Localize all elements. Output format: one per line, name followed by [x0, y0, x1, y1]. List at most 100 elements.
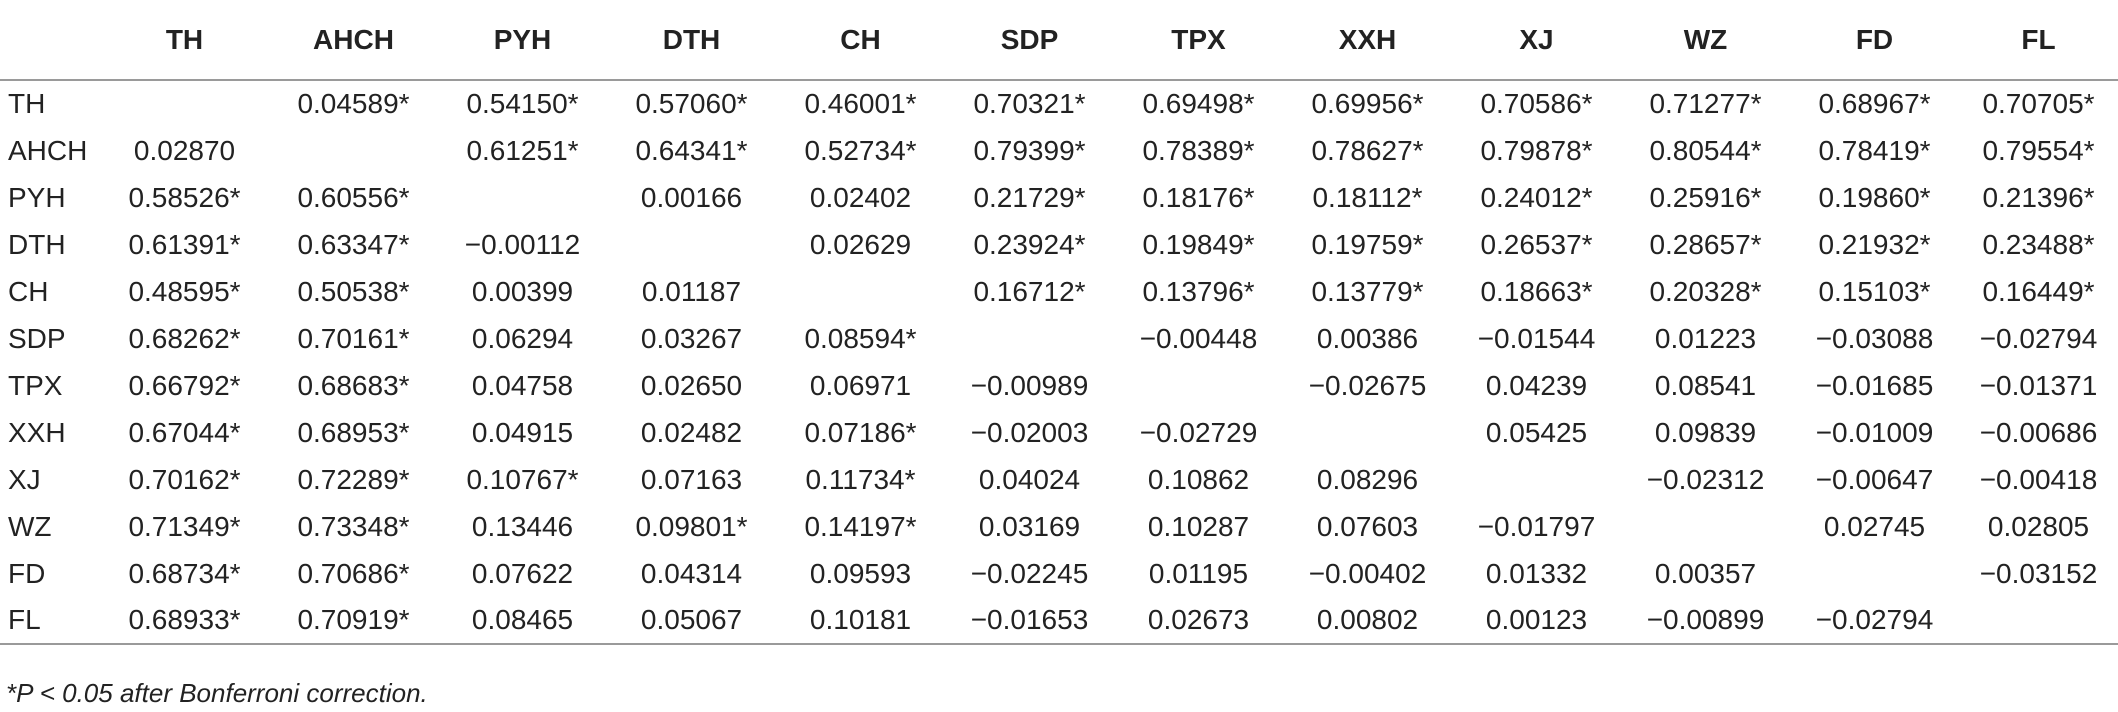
- table-cell: 0.70162*: [128, 463, 241, 495]
- corner-header-cell: [0, 0, 100, 81]
- table-cell: −0.01544: [1477, 322, 1596, 354]
- table-cell: 0.78627*: [1311, 134, 1424, 166]
- table-cell: 0.70161*: [297, 322, 410, 354]
- table-cell: 0.00399: [471, 275, 574, 307]
- table-cell: 0.02650: [640, 369, 743, 401]
- column-header: FD: [1790, 0, 1959, 81]
- table-row: FD 0.68734* 0.70686* 0.07622 0.04314 0.09593 −…: [0, 550, 2118, 597]
- table-cell: −0.00112: [464, 228, 581, 260]
- table-cell: 0.05425: [1485, 416, 1588, 448]
- table-row: FL 0.68933* 0.70919* 0.08465 0.05067 0.10181−…: [0, 597, 2118, 645]
- table-cell: 0.00386: [1316, 322, 1419, 354]
- table-cell: 0.15103*: [1818, 275, 1931, 307]
- table-cell: 0.48595*: [128, 275, 241, 307]
- table-row: DTH 0.61391* 0.63347* −0.00112 0.02629 0.2392…: [0, 221, 2118, 268]
- table-cell: 0.04915: [471, 416, 574, 448]
- column-header: XJ: [1452, 0, 1621, 81]
- table-cell: 0.60556*: [297, 181, 410, 213]
- table-cell: 0.61251*: [466, 134, 579, 166]
- table-cell: 0.03267: [640, 322, 743, 354]
- table-cell: −0.00899: [1621, 597, 1790, 645]
- table-cell: 0.50538*: [297, 275, 410, 307]
- table-row: PYH 0.58526* 0.60556* 0.00166 0.02402 0.21729…: [0, 174, 2118, 221]
- table-cell: 0.10181: [776, 597, 945, 645]
- table-cell: 0.79554*: [1982, 134, 2095, 166]
- table-cell: 0.14197*: [804, 510, 917, 542]
- table-cell: 0.05067: [607, 597, 776, 645]
- table-cell: [438, 174, 607, 221]
- table-cell: 0.26537*: [1480, 228, 1593, 260]
- table-cell: 0.70586*: [1480, 88, 1593, 119]
- table-cell: 0.11734*: [805, 463, 916, 495]
- table-cell: 0.16449*: [1982, 275, 2095, 307]
- table-cell: −0.01009: [1815, 416, 1934, 448]
- table-cell: 0.66792*: [128, 369, 241, 401]
- table-cell: 0.73348*: [297, 510, 410, 542]
- table-cell: −0.02794: [1790, 597, 1959, 645]
- table-cell: [1621, 503, 1790, 550]
- table-cell: 0.64341*: [635, 134, 748, 166]
- table-cell: 0.72289*: [297, 463, 410, 495]
- table-cell: 0.02629: [809, 228, 912, 260]
- table-cell: 0.04589*: [297, 88, 410, 119]
- table-cell: 0.07186*: [804, 416, 917, 448]
- table-row: SDP 0.68262* 0.70161* 0.06294 0.03267 0.08594…: [0, 315, 2118, 362]
- table-cell: −0.02794: [1979, 322, 2098, 354]
- table-cell: 0.13779*: [1311, 275, 1424, 307]
- table-cell: 0.54150*: [466, 88, 579, 119]
- table-cell: −0.00989: [970, 369, 1089, 401]
- table-cell: 0.18176*: [1142, 181, 1255, 213]
- table-cell: 0.63347*: [297, 228, 410, 260]
- footnote: *P < 0.05 after Bonferroni correction.: [6, 678, 428, 708]
- table-cell: 0.08465: [438, 597, 607, 645]
- table-cell: 0.69498*: [1142, 88, 1255, 119]
- table-cell: −0.01653: [945, 597, 1114, 645]
- table-cell: 0.68262*: [128, 322, 241, 354]
- table-cell: −0.00448: [1139, 322, 1258, 354]
- table-cell: 0.01195: [1148, 557, 1249, 589]
- table-cell: [100, 80, 269, 127]
- column-header: DTH: [607, 0, 776, 81]
- row-header: DTH: [8, 228, 66, 260]
- table-cell: [1452, 456, 1621, 503]
- table-cell: 0.52734*: [804, 134, 917, 166]
- table-cell: 0.00123: [1452, 597, 1621, 645]
- row-header: WZ: [8, 510, 52, 542]
- table-body: TH 0.04589* 0.54150* 0.57060* 0.46001* 0.7032…: [0, 80, 2118, 645]
- row-header: TPX: [8, 369, 63, 401]
- table-cell: 0.25916*: [1649, 181, 1762, 213]
- table-cell: 0.19860*: [1818, 181, 1931, 213]
- row-header: PYH: [8, 181, 66, 213]
- table-cell: 0.70919*: [269, 597, 438, 645]
- table-cell: 0.70686*: [297, 557, 410, 589]
- row-header: FL: [0, 597, 100, 645]
- column-header: PYH: [438, 0, 607, 81]
- table-cell: 0.09801*: [635, 510, 748, 542]
- table-cell: 0.68953*: [297, 416, 410, 448]
- row-header: XJ: [8, 463, 41, 495]
- column-header: XXH: [1283, 0, 1452, 81]
- table-cell: 0.57060*: [635, 88, 748, 119]
- table-cell: 0.67044*: [128, 416, 241, 448]
- table-cell: −0.01797: [1477, 510, 1596, 542]
- column-header: TPX: [1114, 0, 1283, 81]
- column-header: FL: [1959, 0, 2118, 81]
- table-cell: −0.02312: [1646, 463, 1765, 495]
- table-cell: 0.46001*: [804, 88, 917, 119]
- table-row: CH 0.48595* 0.50538* 0.00399 0.01187 0.16712*…: [0, 268, 2118, 315]
- table-row: XXH 0.67044* 0.68953* 0.04915 0.02482 0.07186…: [0, 409, 2118, 456]
- table-cell: 0.07622: [471, 557, 574, 589]
- table-cell: 0.08296: [1316, 463, 1419, 495]
- table-cell: −0.00418: [1979, 463, 2098, 495]
- table-cell: 0.04024: [978, 463, 1081, 495]
- table-cell: 0.19849*: [1142, 228, 1255, 260]
- table-cell: 0.04758: [471, 369, 574, 401]
- table-cell: [1283, 409, 1452, 456]
- table-cell: −0.00647: [1815, 463, 1934, 495]
- table-cell: 0.02870: [133, 134, 236, 166]
- table-cell: 0.13446: [471, 510, 574, 542]
- table-cell: 0.09839: [1654, 416, 1757, 448]
- table-cell: 0.01187: [641, 275, 742, 307]
- table-cell: 0.80544*: [1649, 134, 1762, 166]
